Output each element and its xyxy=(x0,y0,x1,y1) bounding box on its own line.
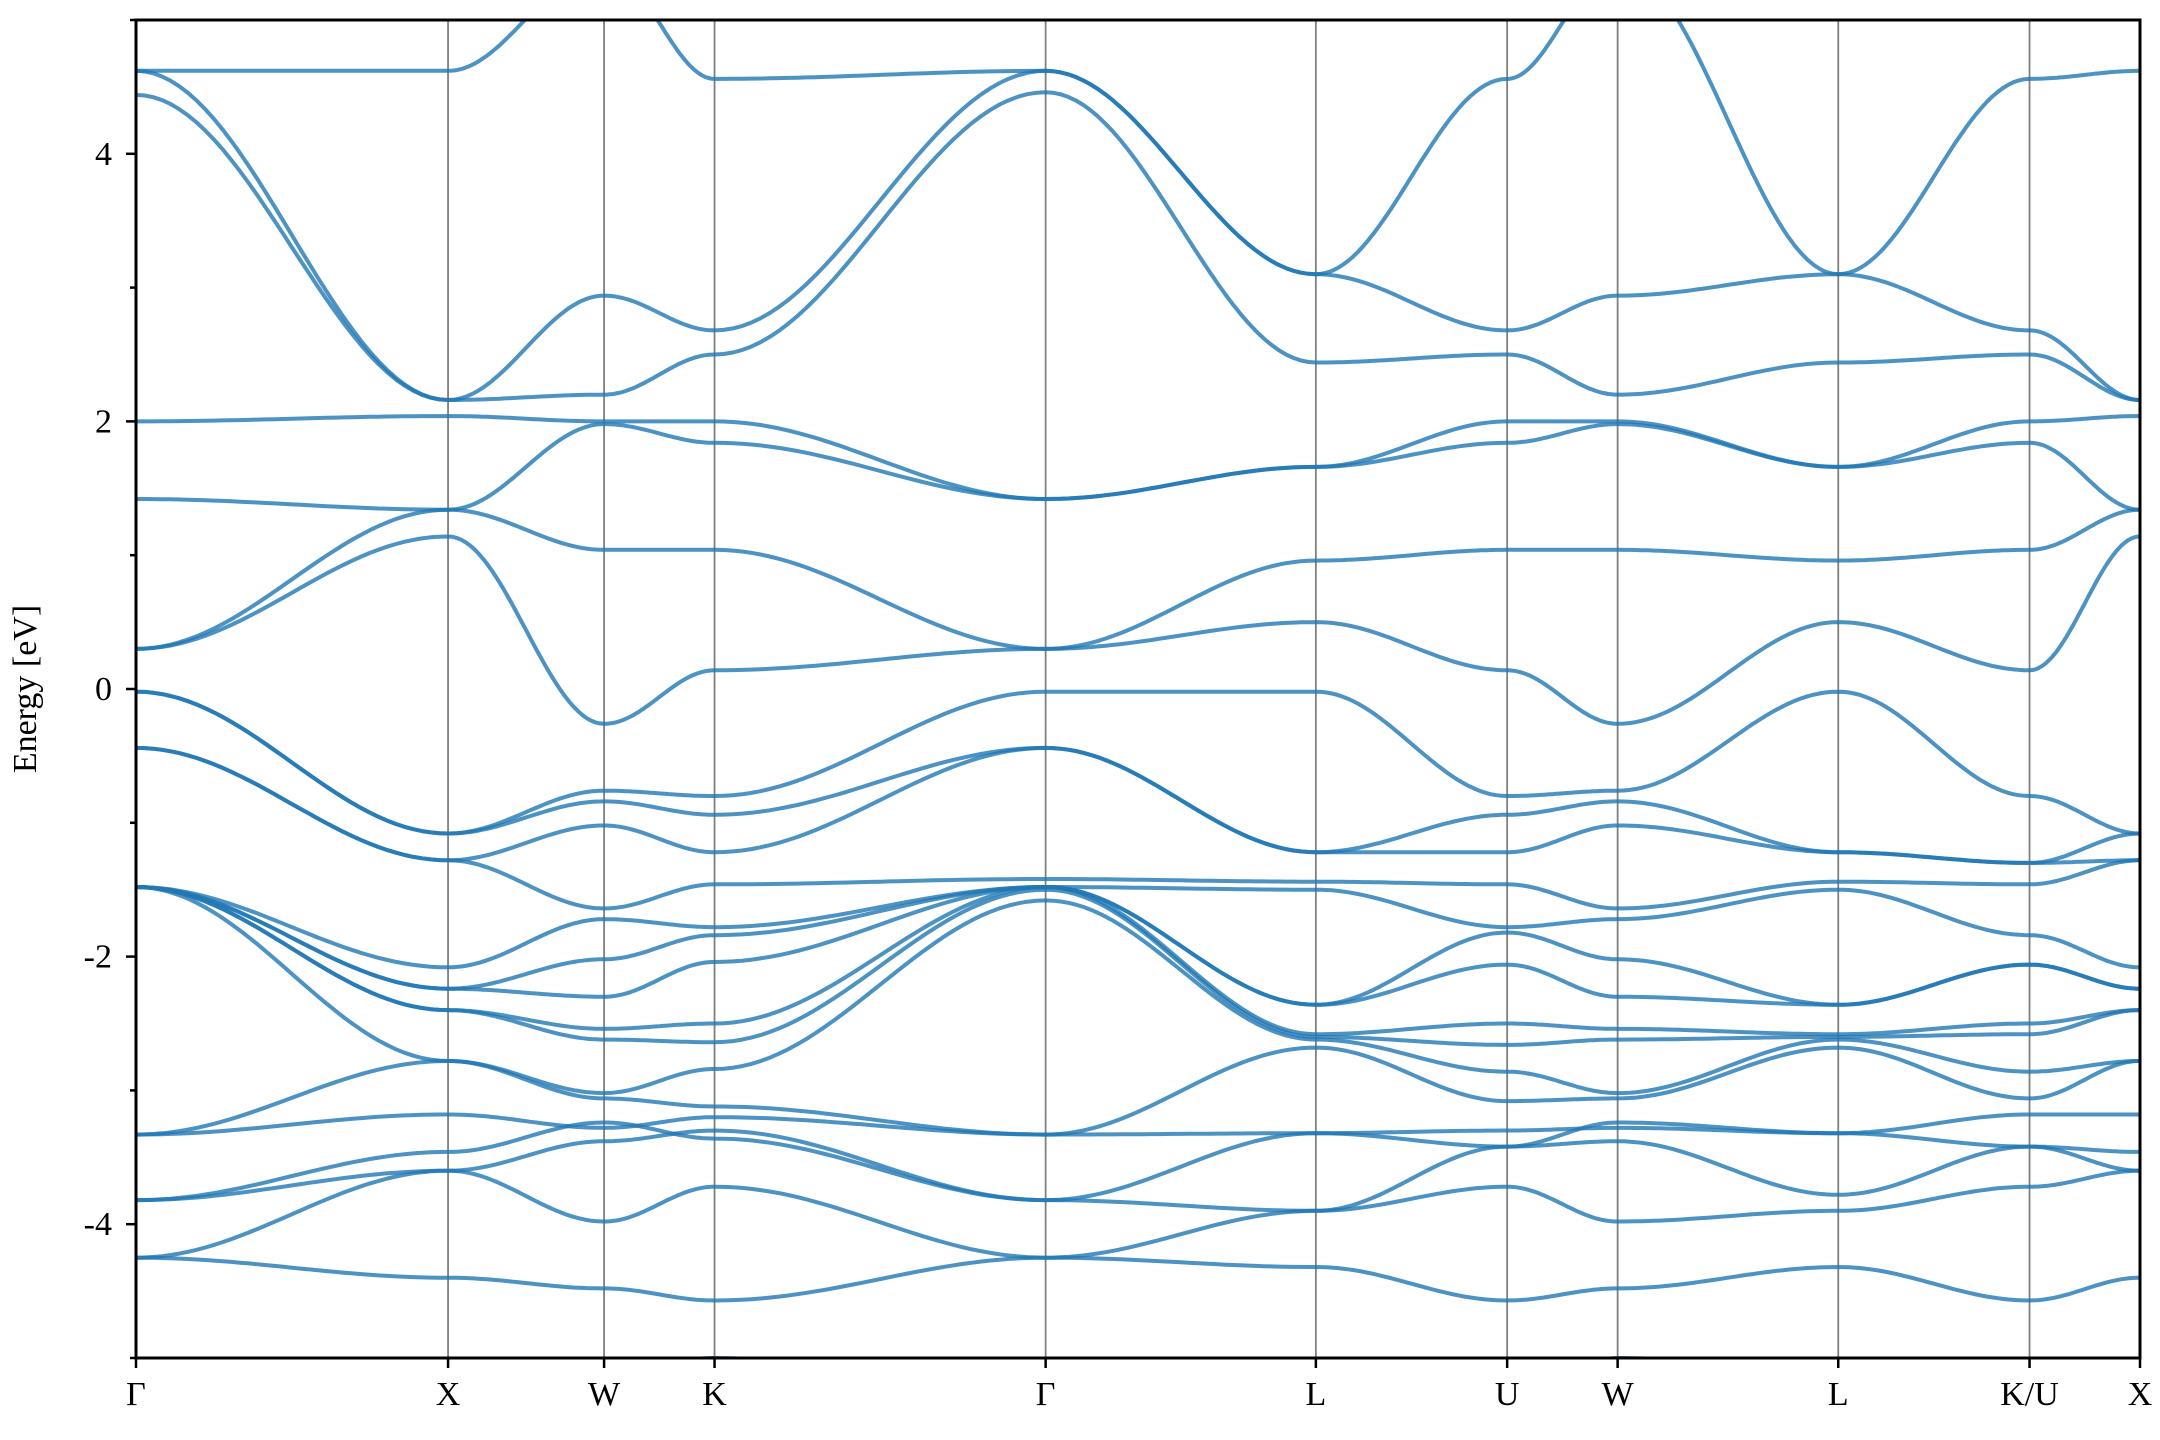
band-line-11 xyxy=(136,885,2140,1007)
band-line-5 xyxy=(136,1112,2140,1137)
band-line-16 xyxy=(136,689,2140,836)
x-tick-label-10: X xyxy=(2128,1376,2153,1413)
band-line-3 xyxy=(136,1128,2140,1213)
band-line-18 xyxy=(136,507,2140,651)
y-axis-title: Energy [eV] xyxy=(7,605,44,773)
x-tick-label-4: Γ xyxy=(1036,1376,1056,1413)
band-line-22 xyxy=(136,68,2140,402)
x-tick-label-2: W xyxy=(588,1376,621,1413)
high-symmetry-lines xyxy=(447,20,2031,1358)
x-tick-label-5: L xyxy=(1305,1376,1326,1413)
x-tick-label-1: X xyxy=(436,1376,461,1413)
band-line-14 xyxy=(136,745,2140,865)
plot-frame xyxy=(134,18,2142,1360)
band-line-20 xyxy=(136,414,2140,501)
x-axis: Γ X W K Γ L U W L K/U X xyxy=(126,1358,2152,1413)
x-tick-label-6: U xyxy=(1495,1376,1520,1413)
y-tick-label-1: -2 xyxy=(84,939,112,976)
x-tick-label-8: L xyxy=(1828,1376,1849,1413)
x-tick-label-9: K/U xyxy=(2000,1376,2059,1413)
band-line-7 xyxy=(136,885,2140,1096)
y-tick-label-4: 4 xyxy=(95,136,112,173)
x-tick-label-7: W xyxy=(1602,1376,1635,1413)
band-line-23 xyxy=(136,20,2140,277)
band-line-8 xyxy=(136,885,2140,1047)
y-tick-label-0: -4 xyxy=(84,1206,112,1243)
band-line-6 xyxy=(136,1045,2140,1137)
band-line-9 xyxy=(136,885,2140,1037)
band-line-13 xyxy=(136,745,2140,911)
x-tick-label-0: Γ xyxy=(126,1376,146,1413)
band-line-21 xyxy=(136,90,2140,402)
x-tick-label-3: K xyxy=(702,1376,727,1413)
band-line-17 xyxy=(136,534,2140,726)
y-tick-label-3: 2 xyxy=(95,403,112,440)
band-line-1 xyxy=(136,1255,2140,1303)
energy-bands xyxy=(136,20,2140,1358)
y-tick-label-2: 0 xyxy=(95,671,112,708)
y-axis: -4 -2 0 2 4 xyxy=(84,18,136,1360)
band-line-12 xyxy=(136,885,2140,970)
band-line-15 xyxy=(136,689,2140,865)
